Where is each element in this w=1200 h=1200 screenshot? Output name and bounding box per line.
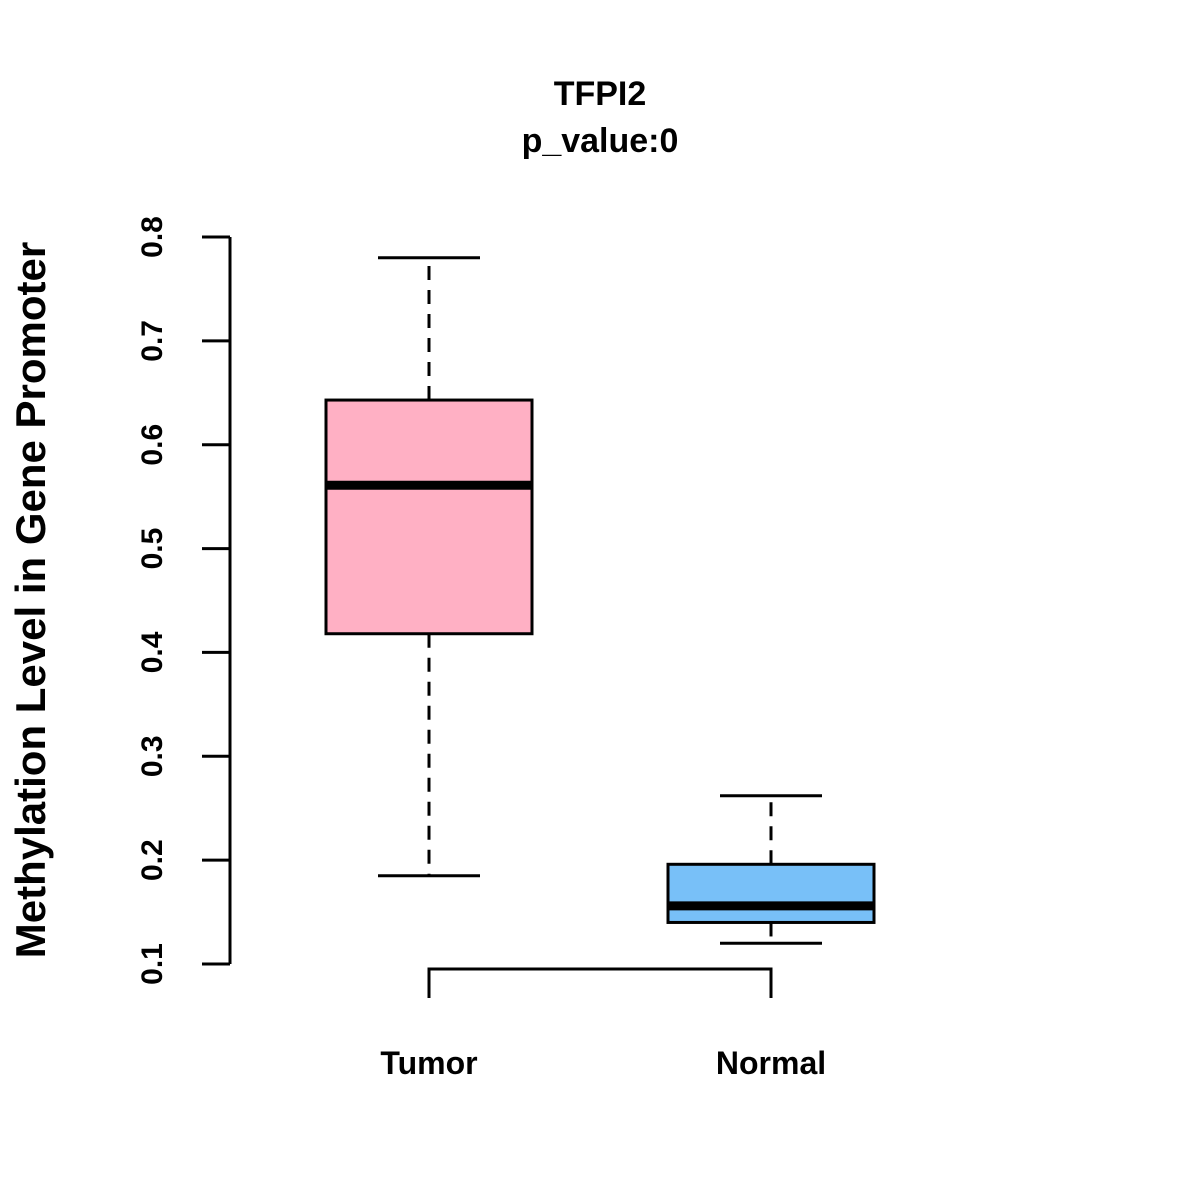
chart-title: TFPI2 bbox=[554, 75, 647, 113]
normal-box bbox=[666, 862, 876, 924]
bracket-line bbox=[427, 967, 773, 998]
y-axis-label: Methylation Level in Gene Promoter bbox=[7, 242, 54, 958]
x-tick-label: Normal bbox=[716, 1045, 826, 1081]
y-tick-label: 0.6 bbox=[136, 424, 169, 466]
y-tick-label: 0.7 bbox=[136, 320, 169, 362]
tumor-box bbox=[324, 398, 534, 636]
y-tick-label: 0.1 bbox=[136, 943, 169, 985]
chart-subtitle: p_value:0 bbox=[522, 122, 679, 160]
y-axis-ticks: 0.1 0.2 0.3 0.4 0.5 0.6 0.7 0.8 bbox=[136, 216, 230, 985]
y-tick-label: 0.3 bbox=[136, 735, 169, 777]
y-tick-label: 0.4 bbox=[136, 631, 169, 673]
significance-bracket bbox=[427, 967, 773, 998]
y-tick-label: 0.8 bbox=[136, 216, 169, 258]
x-axis-labels: Tumor Normal bbox=[380, 1045, 826, 1081]
y-tick-label: 0.5 bbox=[136, 528, 169, 570]
x-tick-label: Tumor bbox=[380, 1045, 477, 1081]
box-group bbox=[324, 256, 876, 945]
y-tick-label: 0.2 bbox=[136, 839, 169, 881]
